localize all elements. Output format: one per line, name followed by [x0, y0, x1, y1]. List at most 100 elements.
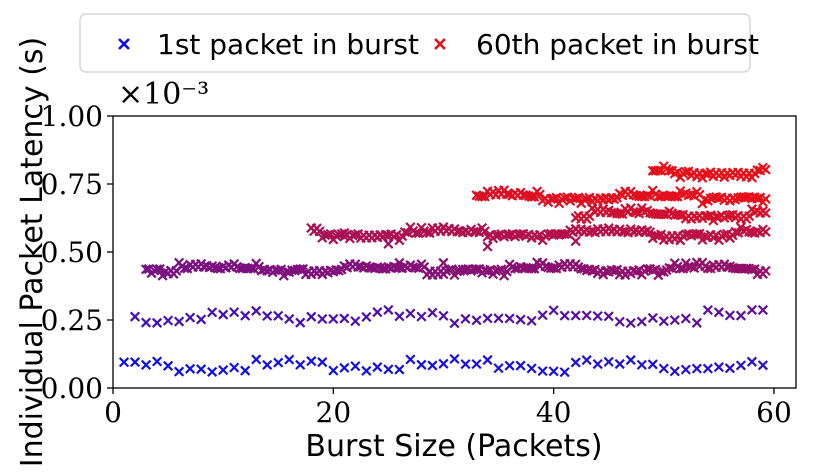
- data-point-731: [570, 236, 581, 247]
- data-point-485: [694, 228, 705, 239]
- data-point-360: [350, 229, 361, 240]
- data-point-730: [482, 241, 493, 252]
- data-point-303: [650, 264, 661, 275]
- data-point-97: [537, 310, 548, 321]
- data-point-86: [416, 311, 427, 322]
- y-axis-label: Individual Packet Latency (s): [15, 37, 50, 467]
- data-point-123: [154, 263, 165, 275]
- data-point-13: [251, 354, 262, 365]
- data-point-61: [140, 317, 152, 328]
- data-point-83: [383, 304, 394, 315]
- data-point-95: [515, 314, 526, 325]
- data-point-167: [275, 264, 287, 275]
- data-point-467: [644, 227, 656, 238]
- data-point-41: [559, 367, 570, 378]
- data-point-733: [394, 257, 405, 268]
- data-point-728: [339, 227, 350, 239]
- data-point-89: [449, 318, 460, 329]
- y-scale-label: ×10⁻³: [118, 77, 209, 112]
- data-point-19: [317, 357, 328, 368]
- legend-frame: [79, 13, 751, 73]
- data-point-82: [372, 307, 383, 318]
- data-point-573: [644, 190, 656, 202]
- data-point-499: [733, 227, 744, 238]
- data-point-247: [496, 264, 507, 275]
- data-point-21: [339, 362, 350, 373]
- data-point-583: [672, 191, 683, 202]
- data-point-58: [746, 356, 758, 367]
- data-point-379: [402, 227, 413, 238]
- data-point-99: [559, 310, 570, 321]
- data-point-57: [735, 360, 746, 371]
- data-point-90: [460, 313, 471, 324]
- data-point-76: [306, 311, 317, 322]
- data-point-35: [493, 363, 504, 374]
- data-point-420: [515, 229, 526, 240]
- data-point-37: [515, 360, 526, 371]
- data-point-531: [529, 191, 540, 202]
- data-point-509: [760, 226, 771, 237]
- data-point-30: [438, 358, 449, 369]
- data-point-107: [647, 312, 658, 323]
- data-point-52: [680, 364, 691, 375]
- data-point-36: [504, 360, 515, 371]
- data-point-1: [118, 357, 130, 368]
- data-point-15: [273, 357, 284, 368]
- data-point-353: [330, 230, 342, 241]
- data-point-732: [438, 257, 449, 268]
- y-tick-label-0: 0.00: [41, 372, 103, 405]
- data-point-309: [666, 263, 678, 274]
- data-point-106: [636, 316, 647, 327]
- data-point-407: [479, 226, 490, 237]
- data-point-53: [691, 363, 702, 374]
- data-point-31: [449, 353, 460, 365]
- data-point-116: [746, 304, 758, 315]
- data-point-229: [446, 264, 457, 275]
- data-point-87: [427, 307, 438, 318]
- x-tick-label-3: 60: [756, 396, 792, 429]
- data-point-23: [361, 365, 372, 376]
- data-point-72: [262, 310, 273, 322]
- data-point-50: [658, 363, 669, 374]
- data-point-56: [724, 363, 735, 374]
- data-point-729: [383, 238, 394, 249]
- data-point-43: [581, 355, 592, 366]
- data-point-4: [151, 356, 163, 367]
- data-point-654: [675, 210, 686, 221]
- data-point-96: [526, 315, 537, 326]
- data-point-91: [471, 315, 482, 326]
- data-point-727: [760, 164, 771, 175]
- data-point-109: [669, 315, 680, 326]
- data-point-46: [614, 358, 625, 370]
- data-point-132: [179, 263, 190, 274]
- data-point-16: [284, 354, 295, 365]
- data-point-5: [163, 360, 174, 371]
- data-point-78: [328, 313, 339, 325]
- data-point-322: [702, 263, 713, 274]
- data-point-266: [548, 263, 559, 274]
- data-point-259: [529, 263, 540, 274]
- x-axis-label: Burst Size (Packets): [305, 429, 602, 464]
- data-point-63: [163, 315, 174, 326]
- data-point-74: [284, 313, 295, 325]
- data-point-202: [372, 261, 383, 273]
- data-point-11: [229, 362, 240, 373]
- data-point-93: [493, 313, 504, 324]
- data-point-383: [413, 228, 424, 239]
- legend-label-2: 60th packet in burst: [476, 28, 759, 61]
- data-point-118: [140, 264, 152, 275]
- data-point-8: [196, 364, 207, 375]
- data-point-612: [752, 193, 763, 204]
- axis-ticks: 0 20 40 60 0.00 0.25 0.50 0.75 1.00: [41, 100, 792, 429]
- data-point-615: [760, 193, 771, 204]
- data-point-6: [174, 366, 185, 377]
- data-point-387: [424, 227, 435, 239]
- data-point-339: [749, 264, 760, 275]
- data-point-29: [427, 360, 438, 371]
- data-point-633: [617, 208, 628, 220]
- data-point-533: [534, 189, 545, 200]
- x-tick-label-0: 0: [104, 396, 122, 429]
- data-point-238: [471, 264, 482, 275]
- data-point-12: [240, 365, 251, 376]
